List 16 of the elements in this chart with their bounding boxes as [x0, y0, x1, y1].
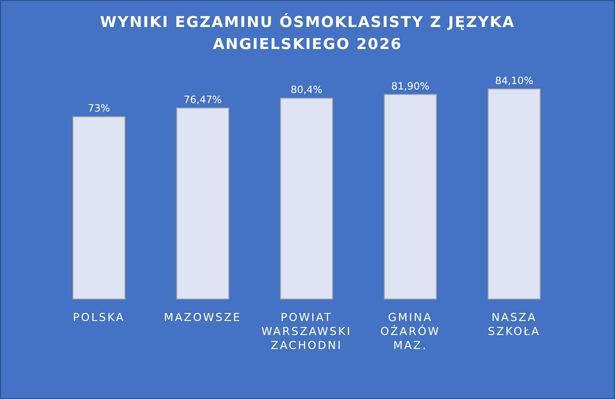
data-label: 80,4% — [290, 85, 322, 96]
x-tick-label: GMINA OŻARÓW MAZ. — [380, 311, 440, 352]
bar — [72, 116, 126, 300]
data-label: 84,10% — [495, 76, 534, 87]
x-tick-label: MAZOWSZE — [164, 311, 242, 324]
data-label: 81,90% — [391, 81, 430, 92]
x-tick-label: POLSKA — [72, 311, 125, 324]
data-label: 76,47% — [184, 95, 222, 106]
bar — [488, 88, 541, 300]
data-label: 73% — [88, 104, 110, 115]
bar — [280, 98, 334, 300]
chart-title: WYNIKI EGZAMINU ÓSMOKLASISTY Z JĘZYKA ANGIELSKIEGO 2026 — [99, 12, 516, 55]
x-tick-label: POWIAT WARSZAWSKI ZACHODNI — [261, 311, 352, 352]
bar — [384, 94, 437, 300]
x-tick-label: NASZA SZKOŁA — [488, 311, 540, 338]
bar — [176, 108, 230, 300]
